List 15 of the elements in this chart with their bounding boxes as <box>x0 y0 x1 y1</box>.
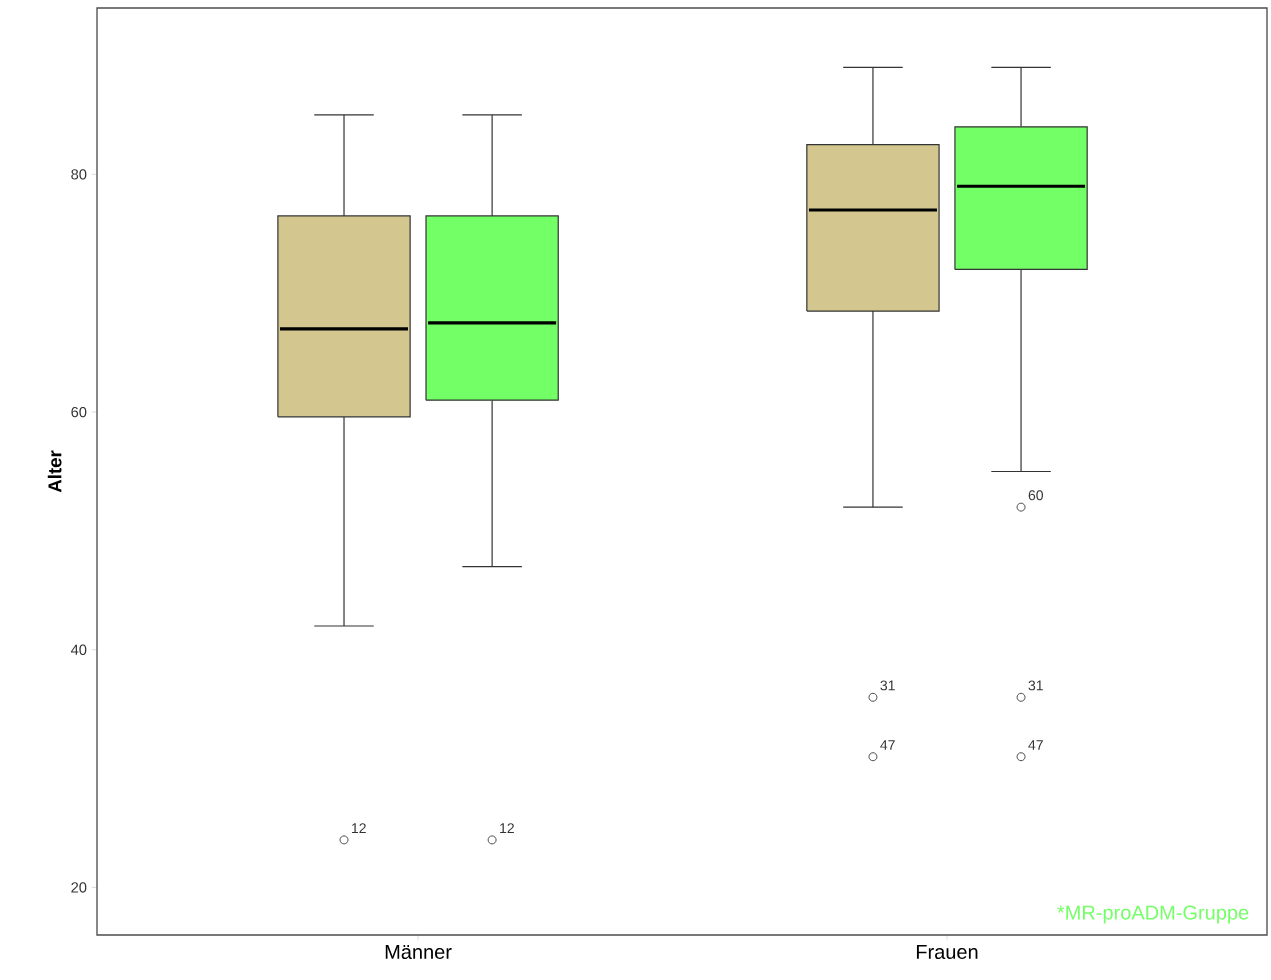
annotation: *MR-proADM-Gruppe <box>1057 905 1249 924</box>
annotation: 60 <box>1028 490 1044 501</box>
annotation: 31 <box>880 680 895 691</box>
annotation: 12 <box>352 823 366 833</box>
y-tick-label: 80 <box>71 169 87 180</box>
y-axis-title: Alter <box>47 450 62 493</box>
annotation: 47 <box>880 740 895 750</box>
y-tick-label: 60 <box>71 406 87 418</box>
x-tick-label: Männer <box>385 945 452 959</box>
annotation: 47 <box>1028 740 1043 750</box>
x-tick-label: Frauen <box>916 945 978 959</box>
annotation: 31 <box>1028 680 1043 691</box>
annotation: 12 <box>500 823 514 833</box>
y-tick-label: 40 <box>70 644 87 655</box>
y-tick-label: 20 <box>71 882 87 893</box>
